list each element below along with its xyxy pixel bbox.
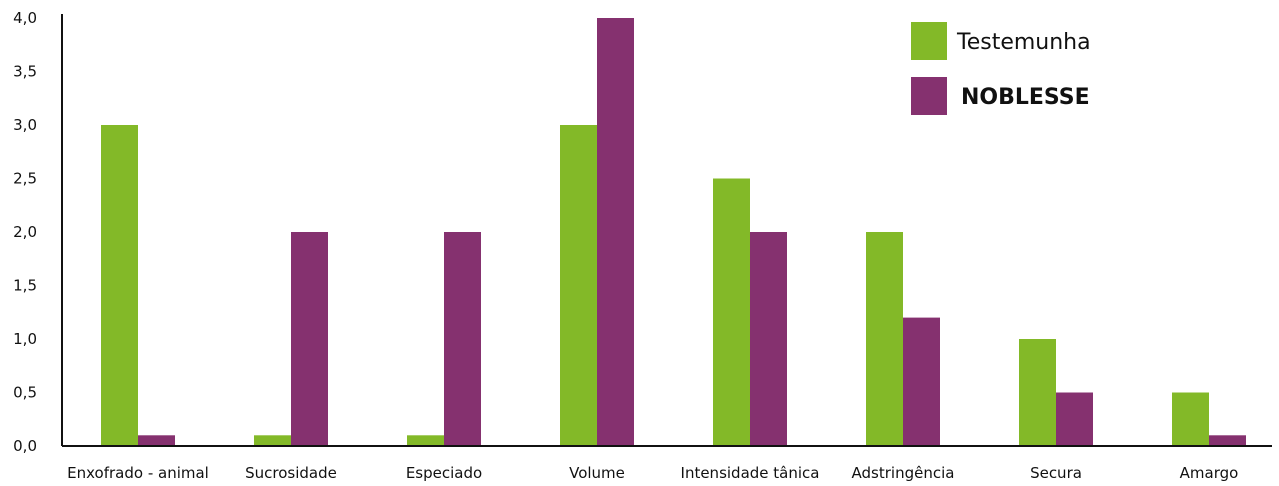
- bar-testemunha: [713, 178, 750, 446]
- legend-label: NOBLESSE: [961, 85, 1090, 110]
- legend-swatch: [911, 22, 947, 60]
- bar-testemunha: [101, 125, 138, 446]
- y-tick-label: 0,0: [13, 437, 37, 455]
- bar-testemunha: [866, 232, 903, 446]
- y-tick-label: 0,5: [13, 384, 37, 402]
- bar-noblesse: [444, 232, 481, 446]
- bar-noblesse: [903, 317, 940, 446]
- x-category-label: Sucrosidade: [245, 464, 337, 482]
- bar-testemunha: [407, 435, 444, 446]
- y-tick-label: 3,5: [13, 63, 37, 81]
- legend-swatch: [911, 77, 947, 115]
- y-tick-label: 2,0: [13, 223, 37, 241]
- bar-noblesse: [138, 435, 175, 446]
- x-category-label: Adstringência: [852, 464, 955, 482]
- legend-label: Testemunha: [956, 30, 1091, 55]
- bar-noblesse: [1209, 435, 1246, 446]
- x-category-label: Enxofrado - animal: [67, 464, 209, 482]
- x-category-label: Volume: [569, 464, 625, 482]
- legend: Testemunha NOBLESSE: [911, 22, 1091, 115]
- y-tick-label: 1,5: [13, 277, 37, 295]
- x-category-label: Amargo: [1180, 464, 1239, 482]
- bar-noblesse: [597, 18, 634, 446]
- x-category-label: Intensidade tânica: [681, 464, 820, 482]
- x-category-label: Especiado: [406, 464, 482, 482]
- bars: [101, 18, 1246, 446]
- bar-testemunha: [1172, 392, 1209, 446]
- bar-noblesse: [291, 232, 328, 446]
- bar-testemunha: [1019, 339, 1056, 446]
- y-tick-label: 2,5: [13, 170, 37, 188]
- bar-testemunha: [254, 435, 291, 446]
- y-axis-ticks: 0,0 0,5 1,0 1,5 2,0 2,5 3,0 3,5 4,0: [13, 9, 37, 455]
- x-axis-labels: Enxofrado - animal Sucrosidade Especiado Vo…: [67, 464, 1238, 482]
- y-tick-label: 3,0: [13, 116, 37, 134]
- bar-testemunha: [560, 125, 597, 446]
- bar-noblesse: [750, 232, 787, 446]
- x-category-label: Secura: [1030, 464, 1082, 482]
- bar-noblesse: [1056, 392, 1093, 446]
- y-tick-label: 4,0: [13, 9, 37, 27]
- y-tick-label: 1,0: [13, 330, 37, 348]
